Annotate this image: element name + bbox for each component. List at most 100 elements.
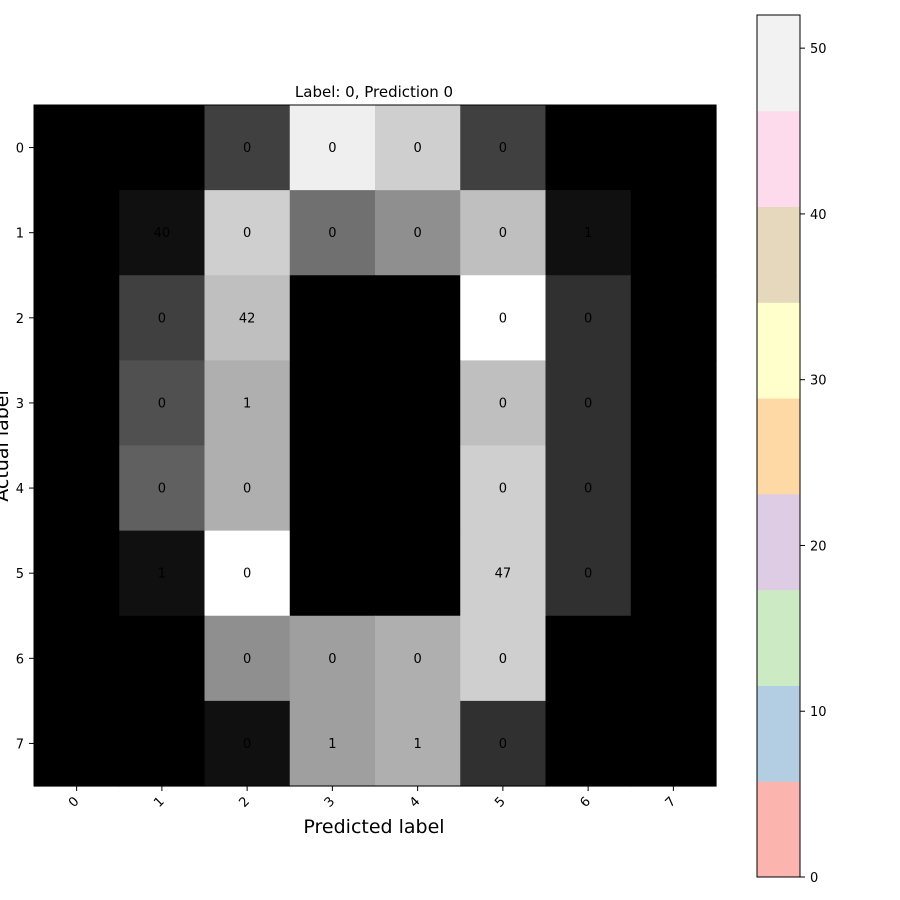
heatmap-cell-r7-c0 xyxy=(34,700,120,787)
y-tick-label: 1 xyxy=(16,227,24,242)
x-tick-label: 2 xyxy=(236,794,252,810)
heatmap-cell-r7-c7 xyxy=(630,700,717,787)
cell-label-r7-c4: 1 xyxy=(413,737,421,752)
heatmap-cell-r0-c3 xyxy=(289,105,376,191)
heatmap-cell-r5-c7 xyxy=(630,530,717,617)
cell-label-r7-c5: 0 xyxy=(499,737,507,752)
heatmap-cell-r3-c0 xyxy=(34,360,120,447)
heatmap-cell-r6-c4 xyxy=(375,615,461,702)
cell-label-r5-c6: 0 xyxy=(584,567,592,582)
heatmap-cell-r6-c3 xyxy=(289,615,376,702)
cell-label-r3-c1: 0 xyxy=(158,396,166,411)
colorbar-segment xyxy=(757,110,800,208)
x-tick-label: 1 xyxy=(151,794,167,810)
y-axis-label: Actual label xyxy=(0,390,13,502)
colorbar-segment xyxy=(757,589,800,686)
cell-label-r4-c2: 0 xyxy=(243,482,251,497)
colorbar-segment xyxy=(757,15,800,112)
y-tick-label: 2 xyxy=(16,312,24,327)
heatmap-cell-r1-c3 xyxy=(289,190,376,276)
cell-label-r5-c5: 47 xyxy=(495,567,512,582)
heatmap-cell-r5-c6 xyxy=(545,530,632,617)
cell-label-r6-c3: 0 xyxy=(328,652,336,667)
heatmap-cell-r2-c3 xyxy=(289,275,376,361)
heatmap-cell-r0-c7 xyxy=(630,105,717,191)
heatmap-cell-r7-c3 xyxy=(289,700,376,787)
colorbar-tick-label: 10 xyxy=(810,705,827,720)
cell-label-r3-c5: 0 xyxy=(499,396,507,411)
heatmap-cell-r6-c5 xyxy=(460,615,547,702)
heatmap-cell-labels: 0 0 0 0 40 0 0 0 0 1 0 42 0 0 0 1 0 0 0 0 0 0 1 0 47 0 0 0 0 0 0 1 1 0 xyxy=(154,141,593,752)
heatmap-cell-r1-c7 xyxy=(630,190,717,276)
colorbar-ticks: 0 10 20 30 40 50 xyxy=(800,42,827,886)
heatmap-cell-r6-c1 xyxy=(119,615,206,702)
colorbar-segment xyxy=(757,302,800,399)
cell-label-r1-c3: 0 xyxy=(328,226,336,241)
colorbar-segment xyxy=(757,493,800,591)
cell-label-r7-c2: 0 xyxy=(243,737,251,752)
heatmap-cell-r5-c1 xyxy=(119,530,206,617)
heatmap-cell-r1-c1 xyxy=(119,190,206,276)
cell-label-r2-c5: 0 xyxy=(499,311,507,326)
cell-label-r3-c6: 0 xyxy=(584,396,592,411)
heatmap-cell-r3-c6 xyxy=(545,360,632,447)
heatmap-cells xyxy=(34,105,717,787)
heatmap-cell-r7-c1 xyxy=(119,700,206,787)
cell-label-r5-c1: 1 xyxy=(158,567,166,582)
cell-label-r2-c6: 0 xyxy=(584,311,592,326)
colorbar-segment xyxy=(757,781,800,878)
heatmap-cell-r4-c7 xyxy=(630,445,717,532)
heatmap-cell-r1-c0 xyxy=(34,190,120,276)
heatmap-cell-r5-c0 xyxy=(34,530,120,617)
heatmap-cell-r2-c6 xyxy=(545,275,632,361)
heatmap-cell-r6-c6 xyxy=(545,615,632,702)
heatmap-cell-r0-c0 xyxy=(34,105,120,191)
heatmap-cell-r1-c2 xyxy=(204,190,291,276)
heatmap-cell-r0-c1 xyxy=(119,105,206,191)
cell-label-r1-c1: 40 xyxy=(154,226,171,241)
heatmap-cell-r3-c5 xyxy=(460,360,547,447)
heatmap-cell-r6-c2 xyxy=(204,615,291,702)
chart-title: Label: 0, Prediction 0 xyxy=(295,83,453,101)
plot-frame xyxy=(33,104,717,787)
colorbar-segment xyxy=(757,685,800,782)
colorbar-tick-label: 40 xyxy=(810,208,827,223)
heatmap-cell-r3-c4 xyxy=(375,360,461,447)
heatmap-cell-r2-c2 xyxy=(204,275,291,361)
heatmap-cell-r2-c5 xyxy=(460,275,547,361)
heatmap-cell-r1-c6 xyxy=(545,190,632,276)
cell-label-r0-c2: 0 xyxy=(243,141,251,156)
heatmap-cell-r0-c5 xyxy=(460,105,547,191)
heatmap-cell-r5-c3 xyxy=(289,530,376,617)
x-tick-label: 4 xyxy=(407,794,423,810)
cell-label-r2-c1: 0 xyxy=(158,311,166,326)
heatmap-cell-r7-c6 xyxy=(545,700,632,787)
x-tick-label: 3 xyxy=(322,794,338,810)
cell-label-r1-c2: 0 xyxy=(243,226,251,241)
heatmap-cell-r1-c5 xyxy=(460,190,547,276)
cell-label-r4-c6: 0 xyxy=(584,482,592,497)
heatmap-cell-r2-c0 xyxy=(34,275,120,361)
cell-label-r1-c4: 0 xyxy=(413,226,421,241)
heatmap-cell-r0-c6 xyxy=(545,105,632,191)
colorbar-segment xyxy=(757,206,800,303)
colorbar-segment xyxy=(757,398,800,495)
y-tick-label: 6 xyxy=(16,652,24,667)
cell-label-r1-c5: 0 xyxy=(499,226,507,241)
heatmap-cell-r0-c2 xyxy=(204,105,291,191)
heatmap-cell-r3-c3 xyxy=(289,360,376,447)
heatmap-cell-r3-c1 xyxy=(119,360,206,447)
heatmap-cell-r4-c0 xyxy=(34,445,120,532)
heatmap-cell-r3-c7 xyxy=(630,360,717,447)
colorbar-frame xyxy=(756,14,801,878)
x-tick-label: 6 xyxy=(577,794,593,810)
cell-label-r1-c6: 1 xyxy=(584,226,592,241)
heatmap-cell-r0-c4 xyxy=(375,105,461,191)
y-tick-label: 3 xyxy=(16,397,24,412)
heatmap-cell-r7-c5 xyxy=(460,700,547,787)
heatmap-cell-r1-c4 xyxy=(375,190,461,276)
heatmap-cell-r6-c0 xyxy=(34,615,120,702)
x-axis-ticks: 0 1 2 3 4 5 6 7 xyxy=(66,786,679,811)
x-tick-label: 7 xyxy=(663,794,679,810)
